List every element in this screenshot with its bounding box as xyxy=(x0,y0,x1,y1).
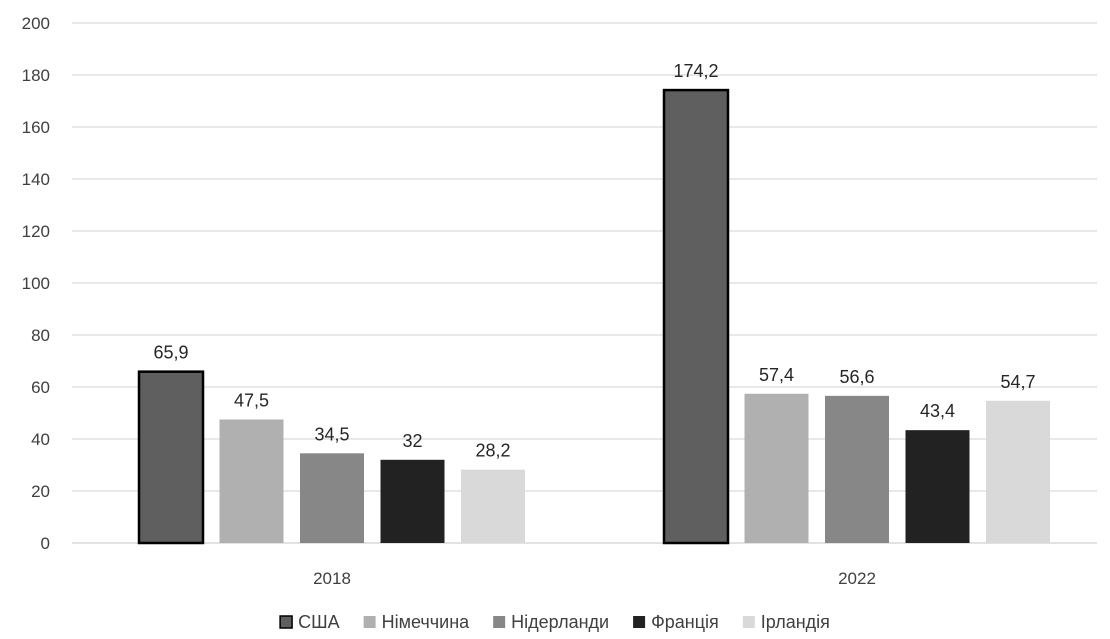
y-tick-label: 120 xyxy=(22,222,50,241)
x-axis-categories: 2018 2022 xyxy=(313,569,876,588)
data-label: 54,7 xyxy=(1000,372,1035,392)
legend-swatch xyxy=(633,616,646,628)
y-tick-label: 80 xyxy=(31,326,50,345)
bar-Німеччина-2022 xyxy=(744,393,809,543)
legend-swatch xyxy=(742,616,755,628)
data-label: 43,4 xyxy=(920,401,955,421)
data-label: 65,9 xyxy=(153,343,188,363)
data-label: 174,2 xyxy=(673,61,718,81)
data-label: 56,6 xyxy=(839,367,874,387)
bar-США-2018 xyxy=(137,370,205,545)
bar-Нідерланди-2018 xyxy=(300,453,364,543)
legend-swatch xyxy=(493,616,506,628)
data-label: 47,5 xyxy=(234,391,269,411)
legend-label: Нідерланди xyxy=(511,612,609,632)
legend-label: США xyxy=(298,612,340,632)
y-tick-label: 200 xyxy=(22,14,50,33)
data-label: 57,4 xyxy=(759,365,794,385)
bars xyxy=(137,88,1050,545)
category-label: 2022 xyxy=(838,569,876,588)
bar-Нідерланди-2022 xyxy=(825,395,889,543)
y-tick-label: 20 xyxy=(31,482,50,501)
y-tick-label: 160 xyxy=(22,118,50,137)
y-tick-label: 0 xyxy=(41,534,50,553)
legend-swatch xyxy=(363,616,376,628)
legend: США Німеччина Нідерланди Франція Ірландія xyxy=(279,612,830,632)
y-axis-ticks: 0 20 40 60 80 100 120 140 160 180 200 xyxy=(22,14,50,553)
data-label: 34,5 xyxy=(314,424,349,444)
bar-Німеччина-2018 xyxy=(219,419,284,543)
y-tick-label: 140 xyxy=(22,170,50,189)
legend-label: Франція xyxy=(651,612,719,632)
legend-label: Німеччина xyxy=(382,612,471,632)
data-label: 28,2 xyxy=(475,441,510,461)
y-tick-label: 100 xyxy=(22,274,50,293)
data-labels: 65,9 47,5 34,5 32 28,2 174,2 57,4 56,6 43,4 54,7 xyxy=(153,61,1035,461)
legend-label: Ірландія xyxy=(761,612,830,632)
bar-Ірландія-2018 xyxy=(461,469,525,543)
y-tick-label: 180 xyxy=(22,66,50,85)
bar-Франція-2018 xyxy=(380,459,445,543)
category-label: 2018 xyxy=(313,569,351,588)
bar-Ірландія-2022 xyxy=(986,400,1050,543)
y-tick-label: 60 xyxy=(31,378,50,397)
data-label: 32 xyxy=(402,431,422,451)
bar-Франція-2022 xyxy=(905,430,970,543)
legend-swatch xyxy=(279,615,293,629)
y-tick-label: 40 xyxy=(31,430,50,449)
bar-США-2022 xyxy=(662,88,730,545)
